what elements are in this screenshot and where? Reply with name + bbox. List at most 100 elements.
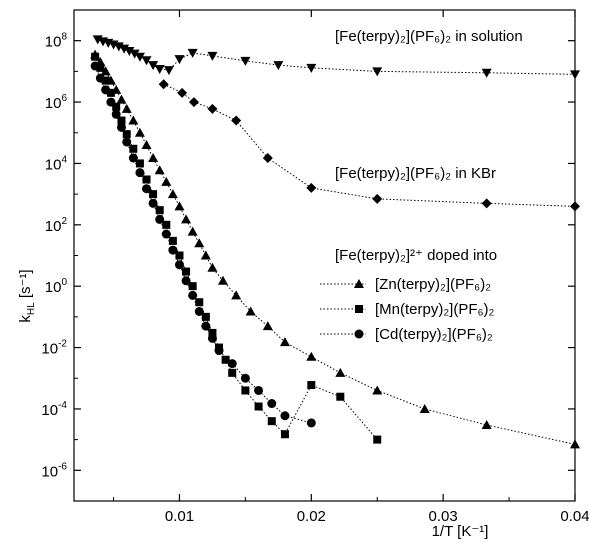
data-point [336, 392, 345, 401]
data-point [306, 63, 317, 73]
data-point [155, 206, 164, 215]
data-point [116, 94, 127, 104]
data-point [194, 238, 205, 248]
data-point [207, 51, 218, 61]
data-point [181, 276, 191, 286]
data-point [95, 73, 105, 83]
legend-label: [Zn(terpy)₂](PF₆)₂ [375, 276, 491, 293]
data-point [570, 201, 580, 212]
data-point [124, 47, 135, 57]
data-point [116, 122, 126, 132]
annotation-doped: [Fe(terpy)₂]²⁺ doped into [335, 247, 497, 264]
legend-entry: [Mn(terpy)₂](PF₆)₂ [320, 301, 495, 318]
data-point [161, 176, 172, 186]
annotation-kbr: [Fe(terpy)₂](PF₆)₂ in KBr [335, 165, 496, 182]
x-tick-label: 0.04 [560, 508, 589, 525]
data-point [174, 55, 185, 65]
data-point [188, 97, 199, 108]
series-4 [90, 61, 316, 428]
x-axis-title: 1/T [K⁻¹] [432, 523, 489, 540]
data-point [273, 61, 284, 71]
data-point [141, 56, 152, 66]
data-point [200, 250, 211, 260]
data-point [262, 153, 273, 164]
x-tick-label: 0.02 [297, 508, 326, 525]
data-point [254, 402, 263, 411]
data-point [174, 260, 184, 270]
data-point [175, 251, 184, 260]
data-point [188, 290, 198, 300]
data-point [163, 66, 174, 76]
data-point [228, 368, 237, 377]
data-point [280, 411, 290, 421]
data-point [372, 193, 383, 204]
data-point [231, 290, 242, 300]
data-point [570, 439, 580, 449]
data-point [195, 298, 204, 307]
data-point [373, 435, 382, 444]
x-tick-label: 0.01 [165, 508, 194, 525]
data-point [154, 64, 165, 74]
data-point [134, 52, 145, 62]
data-point [119, 44, 130, 54]
series-line [163, 83, 576, 207]
series-line [97, 38, 576, 75]
data-point [267, 417, 276, 426]
data-point [154, 165, 165, 175]
data-point [91, 52, 100, 61]
data-point [106, 97, 116, 107]
data-point [141, 139, 152, 149]
data-point [254, 385, 264, 395]
data-point [306, 182, 317, 193]
data-point [177, 87, 188, 98]
data-point [128, 115, 139, 125]
data-point [241, 386, 250, 395]
data-point [90, 61, 100, 71]
data-point [188, 282, 197, 291]
annotations: [Fe(terpy)₂](PF₆)₂ in solution [Fe(terpy)… [320, 28, 523, 343]
axes: 0.01 0.02 0.03 0.04 108 106 104 102 100 10-2 10-4 1… [17, 9, 589, 540]
legend-marker [354, 279, 364, 288]
data-point [168, 236, 177, 245]
data-point [306, 418, 316, 428]
data-point [306, 351, 317, 361]
data-point [167, 189, 178, 199]
series-0 [92, 35, 580, 80]
data-point [149, 190, 158, 199]
data-point [129, 49, 140, 59]
data-point [201, 321, 211, 331]
data-point [117, 116, 126, 125]
data-point [122, 137, 132, 147]
data-point [187, 48, 198, 58]
plot-frame [73, 9, 576, 502]
data-point [481, 68, 492, 78]
data-point [240, 56, 251, 66]
data-point [134, 127, 145, 137]
data-point [307, 381, 316, 390]
data-point [207, 262, 218, 272]
data-point [162, 220, 171, 229]
data-point [155, 214, 165, 224]
y-tick-label: 102 [45, 216, 68, 235]
data-point [148, 61, 159, 71]
data-point [262, 321, 273, 331]
y-tick-label: 104 [45, 154, 68, 173]
data-point [158, 79, 169, 90]
data-point [101, 85, 111, 95]
data-point [106, 88, 115, 97]
data-point [194, 306, 204, 316]
data-point [570, 70, 580, 80]
data-point [174, 201, 185, 211]
data-point [245, 306, 256, 316]
data-point [335, 367, 346, 377]
data-point [96, 63, 105, 72]
data-point [135, 159, 144, 168]
legend-marker [354, 329, 364, 339]
y-tick-label: 100 [45, 277, 68, 296]
data-point [217, 275, 228, 285]
y-tick-label: 108 [45, 32, 68, 51]
data-point [142, 175, 151, 184]
data-point [481, 198, 492, 209]
data-point [267, 399, 277, 409]
